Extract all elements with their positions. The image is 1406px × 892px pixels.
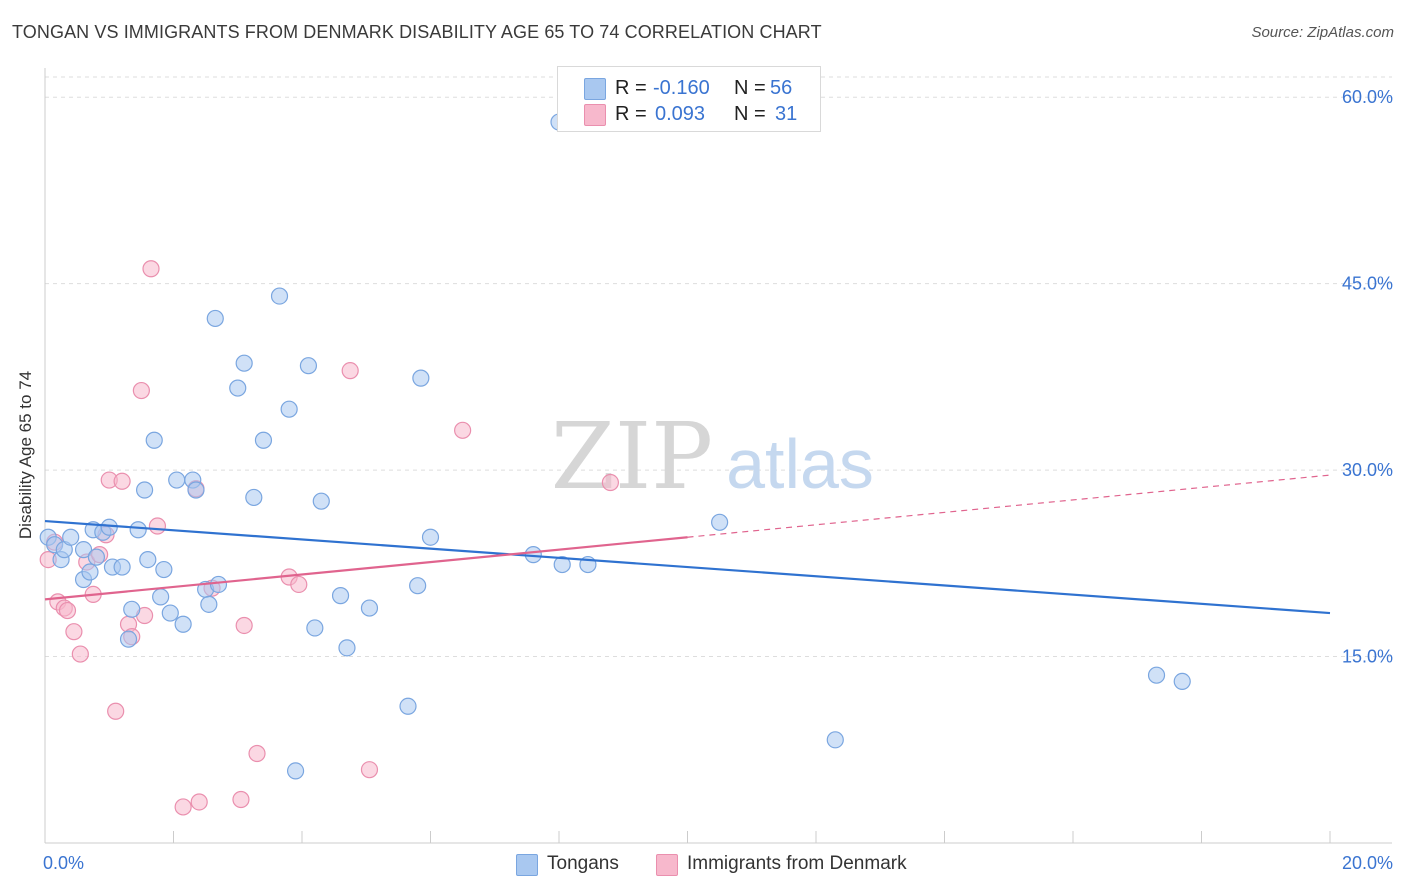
data-point [299, 357, 318, 375]
tongans-swatch-icon [584, 78, 606, 100]
data-point [232, 790, 250, 809]
data-point [341, 362, 359, 380]
source-credit: Source: ZipAtlas.com [1251, 24, 1394, 41]
trendlines [44, 474, 1331, 615]
n-value: 56 [770, 77, 793, 99]
trendline-tongans [44, 519, 1331, 615]
r-label: R = [615, 77, 647, 99]
x-tick-label: 20.0% [1342, 853, 1393, 873]
data-point [209, 575, 228, 594]
data-point [412, 369, 430, 387]
denmark-swatch-icon [584, 104, 606, 126]
data-point [826, 731, 844, 749]
data-point [58, 601, 77, 620]
legend-label: Tongans [547, 853, 619, 874]
n-label: N = [734, 77, 766, 99]
data-point [161, 604, 179, 622]
data-point [74, 541, 93, 559]
data-point [145, 431, 163, 449]
data-point [553, 555, 571, 574]
trendline-denmark-extension [687, 474, 1331, 538]
data-point [360, 599, 379, 617]
data-point [290, 575, 308, 594]
r-value: 0.093 [655, 103, 706, 125]
data-point [65, 623, 83, 641]
data-point [148, 517, 167, 535]
data-point [1147, 666, 1166, 684]
data-point [81, 563, 99, 581]
legend-row-tongans: R = -0.160 N = 56 [558, 75, 820, 103]
data-point [235, 616, 253, 635]
legend-label: Immigrants from Denmark [687, 853, 907, 874]
data-point [338, 639, 356, 657]
denmark-swatch-icon [656, 854, 678, 876]
y-tick-label: 30.0% [1342, 460, 1393, 480]
watermark-zip: ZIP [551, 403, 713, 510]
y-tick-label: 45.0% [1342, 274, 1393, 294]
trendline-denmark [44, 536, 688, 601]
data-point [142, 260, 160, 278]
data-point [174, 615, 192, 633]
data-point [62, 528, 80, 546]
data-point [229, 379, 247, 397]
data-point [409, 577, 427, 595]
data-point [71, 645, 89, 663]
data-point [248, 744, 266, 763]
data-point [100, 518, 118, 536]
data-point [711, 513, 729, 531]
y-axis-label: Disability Age 65 to 74 [16, 370, 35, 540]
data-point [123, 600, 141, 618]
data-point [187, 481, 205, 499]
legend-row-denmark: R = 0.093 N = 31 [558, 101, 820, 129]
tick-labels: 15.0% 30.0% 45.0% 60.0% 0.0% 20.0% [43, 87, 1393, 873]
data-point [168, 471, 186, 489]
data-point [152, 588, 170, 606]
data-point [454, 421, 472, 439]
tongans-swatch-icon [516, 854, 538, 876]
data-point [254, 431, 273, 449]
data-point [87, 548, 106, 566]
data-point [306, 619, 324, 637]
data-point [132, 381, 150, 400]
data-point [360, 761, 379, 779]
data-point [119, 630, 138, 648]
data-point [421, 528, 440, 546]
series-legend: Tongans Immigrants from Denmark [0, 850, 1406, 880]
data-point [113, 472, 131, 490]
data-point [312, 492, 330, 510]
data-point [601, 473, 620, 492]
data-point [113, 558, 131, 576]
data-point [280, 400, 298, 418]
data-point [270, 287, 289, 305]
r-label: R = [615, 103, 647, 125]
series-denmark-points [39, 260, 620, 816]
chart-title: TONGAN VS IMMIGRANTS FROM DENMARK DISABI… [12, 22, 822, 42]
r-value: -0.160 [653, 77, 710, 99]
data-point [245, 488, 263, 507]
data-point [206, 309, 224, 328]
data-point [174, 798, 192, 816]
data-point [139, 550, 157, 569]
watermark-atlas: atlas [726, 425, 874, 503]
data-point [190, 793, 208, 811]
data-point [129, 521, 147, 539]
data-point [235, 354, 253, 372]
y-tick-label: 15.0% [1342, 647, 1393, 667]
correlation-legend: R = -0.160 N = 56 R = 0.093 N = 31 [557, 66, 821, 132]
data-point [331, 587, 350, 605]
data-point [155, 560, 173, 579]
watermark: ZIP atlas [551, 403, 874, 510]
data-point [107, 702, 125, 720]
data-point [135, 481, 154, 499]
n-value: 31 [775, 103, 798, 125]
data-point [200, 595, 218, 613]
x-tick-label: 0.0% [43, 853, 84, 873]
data-point [399, 697, 417, 715]
n-label: N = [734, 103, 766, 125]
data-point [286, 762, 305, 780]
data-point [1173, 672, 1191, 691]
axes [44, 68, 1392, 844]
y-tick-label: 60.0% [1342, 87, 1393, 107]
